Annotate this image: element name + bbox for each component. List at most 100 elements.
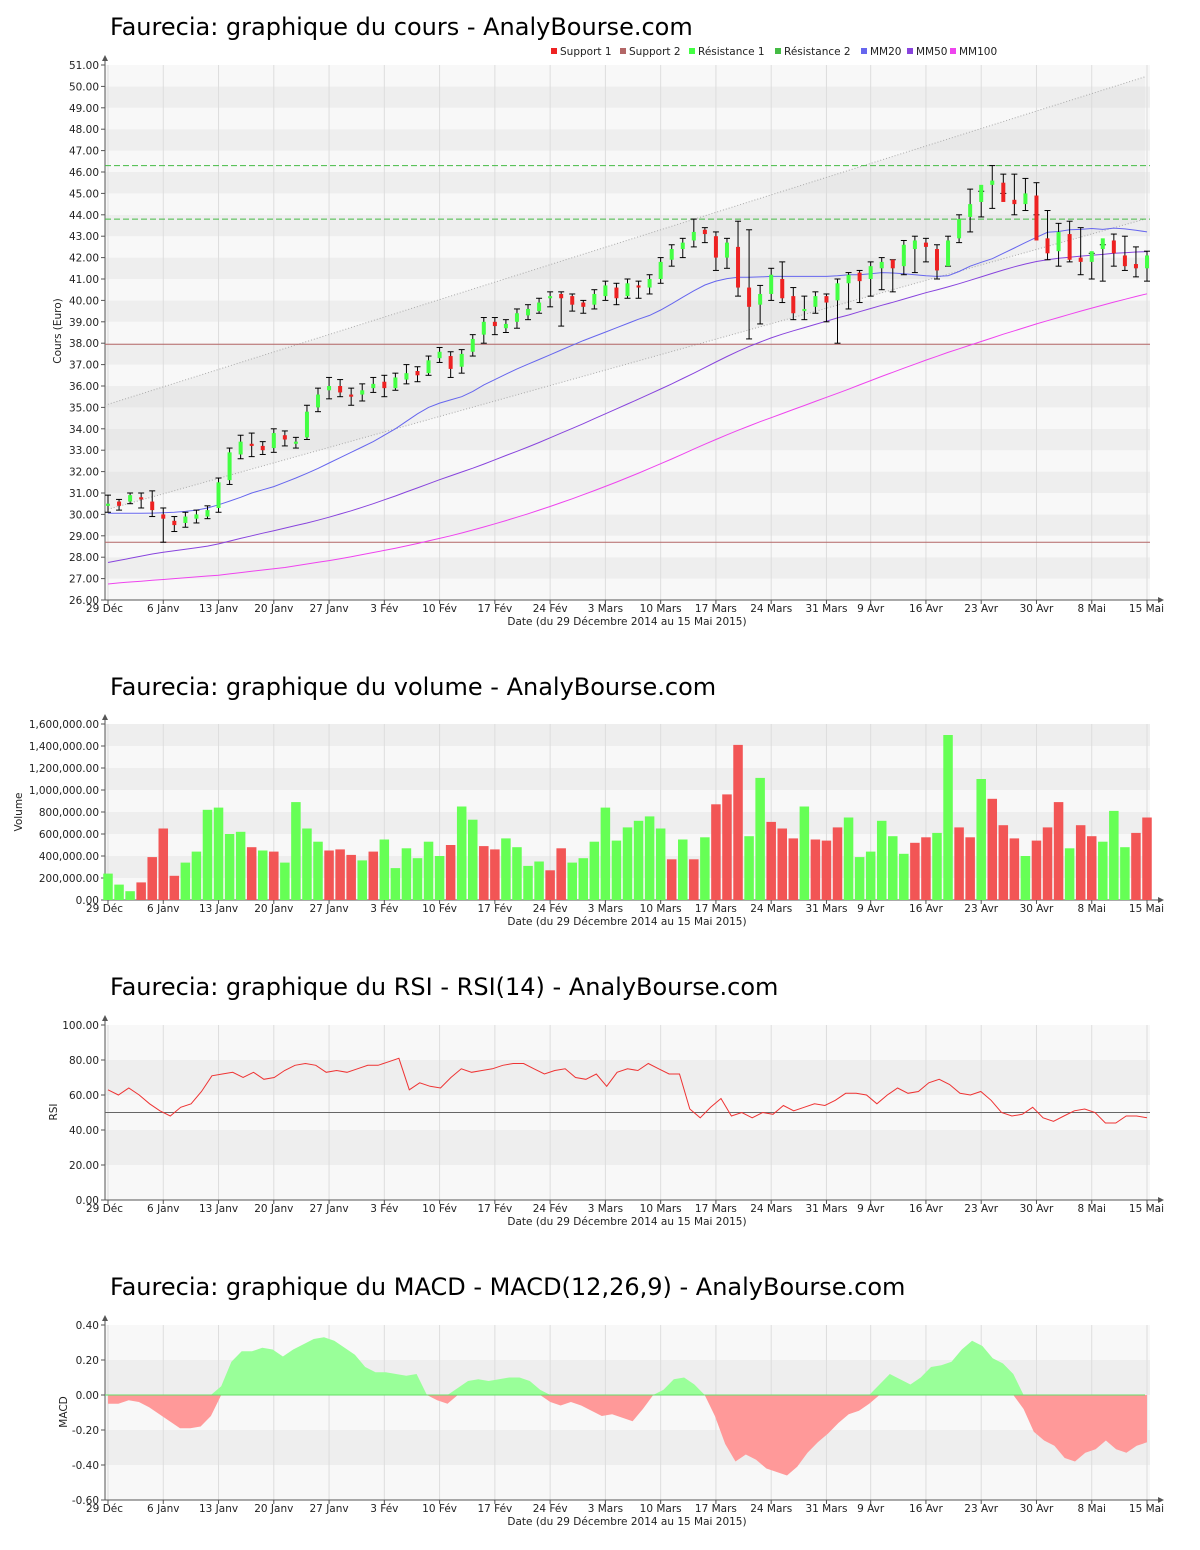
legend-label: MM100 [959,46,997,58]
volume-bar [987,798,998,900]
legend-label: Résistance 2 [784,46,851,58]
volume-band [105,724,1150,746]
candle-body [647,279,652,288]
candle [193,509,200,524]
macd-xtick-label: 17 Fév [477,1503,512,1515]
candle [270,428,277,453]
volume-bar [191,851,202,900]
volume-xtick-label: 30 Avr [1020,903,1054,915]
candle [359,383,366,402]
volume-bar [976,779,986,900]
candle [326,376,333,400]
volume-xtick-label: 3 Mars [588,903,623,915]
candle [480,317,487,344]
candle-body [802,308,807,312]
candle [945,235,952,267]
volume-band [105,768,1150,790]
price-y-arrow [102,55,108,61]
candle-body [990,180,995,185]
price-xtick-label: 16 Avr [909,603,943,615]
candle-body [1034,195,1039,241]
volume-bar [368,851,379,900]
price-band [105,407,1150,429]
volume-bar [932,832,942,900]
candle [414,366,421,383]
macd-ytick-label: 0.40 [76,1320,99,1332]
candle [1044,210,1051,261]
macd-negative-area [108,1395,1147,1476]
candle [878,257,885,291]
price-band [105,65,1150,87]
price-xtick-label: 24 Fév [533,603,568,615]
volume-bar [766,821,776,900]
candle-body [260,445,265,451]
macd-xlabel: Date (du 29 Décembre 2014 au 15 Mai 2015… [507,1516,746,1528]
candle-body [769,274,774,294]
candle [1022,177,1029,212]
price-band [105,471,1150,493]
candle-body [548,296,553,299]
price-band [105,300,1150,322]
macd-xtick-label: 23 Avr [964,1503,998,1515]
volume-xtick-label: 24 Mars [750,903,792,915]
candle-body [946,240,951,267]
volume-bar [1020,856,1031,900]
legend-swatch [620,48,626,54]
candle [834,278,841,344]
price-xtick-label: 29 Déc [86,603,123,615]
macd-band [105,1430,1150,1465]
rsi-line [107,1057,1148,1124]
candle-body [636,285,641,288]
rsi-ytick-label: 0.00 [76,1195,99,1207]
macd-xtick-label: 16 Avr [909,1503,943,1515]
candle [458,349,465,374]
candle-body [360,390,365,395]
macd-xtick-label: 10 Fév [422,1503,457,1515]
price-xtick-label: 8 Mai [1078,603,1106,615]
candle [668,244,675,267]
macd-xtick-label: 17 Mars [695,1503,737,1515]
candle [712,231,719,271]
macd-xtick-label: 29 Déc [86,1503,123,1515]
candle-body [1045,238,1050,254]
price-legend: Support 1 Support 2 Résistance 1 Résistance… [551,46,997,58]
volume-bar [357,860,367,900]
volume-xlabel: Date (du 29 Décembre 2014 au 15 Mai 2015… [507,916,746,928]
candle [105,494,111,513]
legend-label: MM20 [870,46,901,58]
candle-body [603,285,608,297]
price-ytick-label: 51.00 [69,60,99,72]
volume-bar [269,851,279,900]
price-xtick-label: 24 Mars [750,603,792,615]
candle [989,165,996,209]
volume-bar [180,862,191,900]
volume-xtick-label: 10 Fév [422,903,457,915]
rsi-xtick-label: 15 Mai [1129,1203,1164,1215]
volume-bar [888,836,898,900]
candle [392,372,399,391]
candle-body [249,443,254,446]
rsi-chart-title: Faurecia: graphique du RSI - RSI(14) - A… [110,973,778,1001]
candle-body [835,283,840,301]
candle-body [293,441,298,444]
rsi-xtick-label: 10 Fév [422,1203,457,1215]
price-ytick-label: 40.00 [69,295,99,307]
volume-band [105,812,1150,834]
candle-body [393,377,398,389]
price-xtick-label: 30 Avr [1020,603,1054,615]
candle-body [227,452,232,481]
candle [911,235,918,274]
price-xtick-label: 20 Janv [254,603,293,615]
candle-body [327,386,332,391]
volume-bar [689,859,699,900]
candle [315,387,322,413]
candle-body [780,279,785,299]
volume-bar [1042,827,1053,900]
candle-body [404,373,409,380]
rsi-x-arrow [1158,1197,1164,1203]
candle [502,319,509,333]
candle-body [979,184,984,202]
candle-body [857,272,862,282]
macd-xtick-label: 24 Fév [533,1503,568,1515]
price-ytick-label: 47.00 [69,146,99,158]
